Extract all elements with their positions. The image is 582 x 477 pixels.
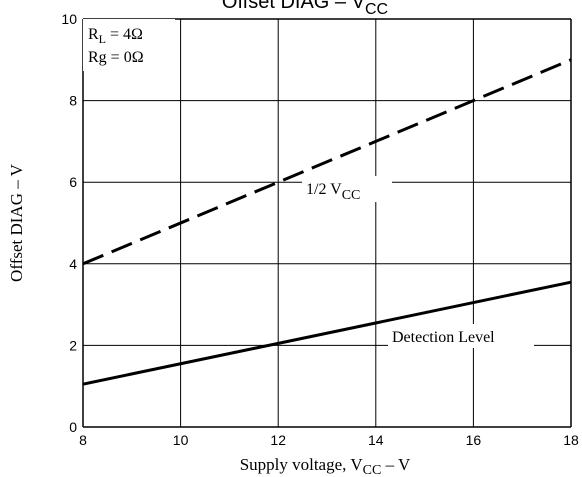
legend-rl-tail: = 4Ω (106, 26, 143, 43)
series-label-detection-text: Detection Level (392, 329, 495, 346)
series-layer (82, 58, 572, 386)
y-tick-label-8: 8 (69, 93, 77, 109)
half-vcc-sub: CC (342, 188, 361, 203)
legend-rl-main: R (88, 26, 99, 43)
x-tick-label-10: 10 (173, 432, 189, 448)
series-line-half-vcc (82, 58, 572, 266)
series-line-detection-level (82, 280, 572, 386)
y-tick-label-4: 4 (69, 256, 77, 272)
x-tick-label-8: 8 (79, 432, 87, 448)
x-axis-label-tail: – V (381, 455, 411, 474)
grid-lines (82, 18, 572, 428)
y-tick-label-10: 10 (61, 11, 77, 27)
legend-rl: RL = 4Ω (88, 26, 143, 46)
y-tick-label-6: 6 (69, 174, 77, 190)
x-tick-label-16: 16 (466, 432, 482, 448)
series-label-half-vcc-text: 1/2 VCC (306, 181, 360, 203)
half-vcc-main: 1/2 V (306, 181, 342, 198)
x-tick-label-18: 18 (563, 432, 579, 448)
y-tick-label-0: 0 (69, 419, 77, 435)
series-label-detection: Detection Level (388, 324, 534, 348)
x-axis-label: Supply voltage, VCC – V (240, 455, 411, 477)
series-label-half-vcc: 1/2 VCC (302, 176, 392, 203)
x-axis-label-sub: CC (363, 463, 382, 477)
chart-title: Offset DIAG – VCC (222, 0, 388, 18)
chart-title-sub: CC (365, 1, 388, 18)
y-tick-label-2: 2 (69, 337, 77, 353)
legend-box: RL = 4Ω Rg = 0Ω (83, 19, 175, 71)
legend-rl-sub: L (99, 32, 106, 46)
series-label-half-vcc-bg (302, 176, 392, 202)
series-label-detection-bg (388, 324, 534, 348)
legend-box-bg (83, 19, 175, 71)
x-tick-label-12: 12 (270, 432, 286, 448)
y-axis-label: Offset DIAG – V (7, 163, 26, 282)
x-axis-label-main: Supply voltage, V (240, 455, 364, 474)
chart-title-main: Offset DIAG – V (222, 0, 366, 13)
tick-labels: 8 10 12 14 16 18 0 2 4 6 8 10 (61, 11, 579, 448)
legend-rg: Rg = 0Ω (88, 49, 144, 66)
x-tick-label-14: 14 (368, 432, 384, 448)
